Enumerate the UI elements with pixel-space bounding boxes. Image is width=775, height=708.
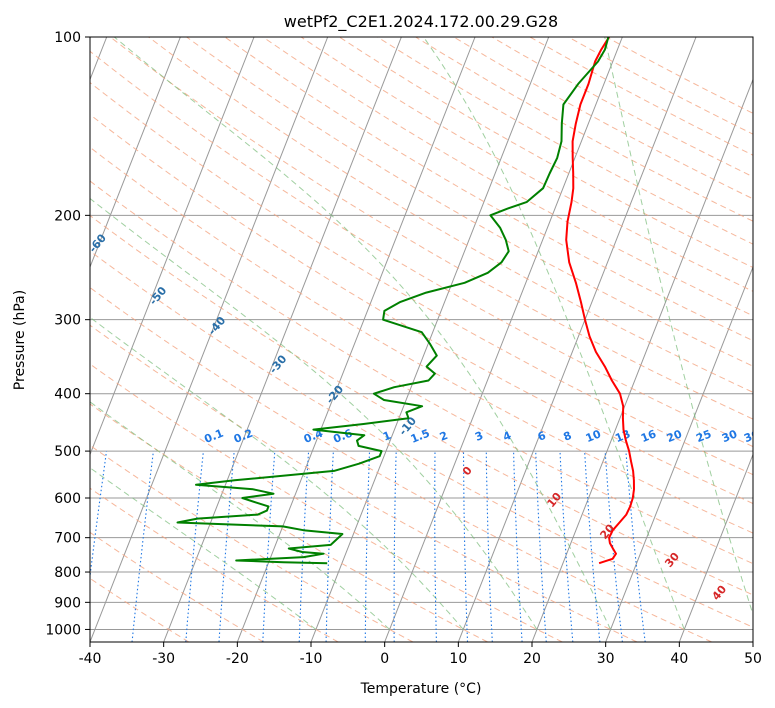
mixing-ratio-line — [559, 451, 574, 642]
isotherm-line — [90, 37, 181, 269]
y-tick-label: 600 — [54, 491, 81, 507]
mixing-ratio-label: 20 — [665, 427, 684, 445]
dry-adiabat — [90, 214, 753, 596]
mixing-ratio-label: 13 — [613, 427, 632, 445]
dry-adiabat — [339, 37, 753, 269]
mixing-ratio-line — [131, 451, 154, 642]
dry-adiabat — [90, 113, 753, 505]
mixing-ratio-label: 3 — [473, 429, 485, 444]
mixing-ratio-line — [90, 451, 108, 581]
dry-adiabat — [262, 37, 753, 317]
moist-adiabat — [113, 37, 612, 630]
mixing-ratio-line — [584, 451, 601, 642]
dry-adiabat — [90, 81, 753, 476]
x-tick-label: 30 — [597, 651, 615, 667]
y-axis-title: Pressure (hPa) — [12, 290, 28, 390]
x-tick-label: -40 — [79, 651, 102, 667]
x-tick-label: -20 — [226, 651, 249, 667]
y-tick-label: 1000 — [45, 622, 81, 638]
axes: -40 -30 -20 -10 0 10 20 30 40 50 1000 900 800 700 600 5… — [45, 30, 762, 667]
mixing-ratio-label: 10 — [584, 427, 603, 445]
dry-adiabat — [415, 37, 753, 222]
moist-adiabat — [423, 37, 685, 630]
dry-adiabat — [300, 37, 753, 292]
isotherm-line — [236, 37, 476, 642]
dry-adiabat — [90, 180, 753, 565]
dry-adiabat — [90, 50, 753, 448]
dry-adiabat — [529, 37, 753, 156]
plot-frame — [89, 36, 754, 643]
dry-adiabat-label: -70 — [16, 181, 39, 205]
mixing-ratio-label: 36 — [742, 427, 761, 445]
moist-adiabat — [604, 37, 753, 616]
background-lines — [90, 37, 753, 642]
dry-adiabat — [377, 37, 753, 245]
y-tick-label: 400 — [54, 387, 81, 403]
isotherm-line — [752, 640, 753, 642]
temperature-profile — [565, 37, 635, 565]
dry-adiabat — [90, 286, 712, 642]
mixing-ratio-label: 25 — [694, 427, 713, 445]
moist-adiabat — [90, 197, 538, 630]
mixing-ratio-line — [218, 451, 235, 642]
isotherm-line — [90, 37, 255, 456]
chart-title: wetPf2_C2E1.2024.172.00.29.G28 — [284, 12, 558, 32]
isotherm-line — [163, 37, 402, 642]
dry-adiabat — [148, 37, 753, 393]
isotherm-line — [384, 37, 623, 642]
x-tick-label: 10 — [449, 651, 467, 667]
y-tick-label: 200 — [54, 208, 81, 224]
mixing-ratio-label: 30 — [720, 427, 739, 445]
mixing-ratio-label: 2 — [438, 429, 450, 444]
x-tick-label: 20 — [523, 651, 541, 667]
isotherm-line — [605, 265, 753, 642]
y-tick-label: 300 — [54, 313, 81, 329]
y-tick-label: 500 — [54, 444, 81, 460]
y-tick-label: 100 — [54, 30, 81, 46]
isotherm-line — [531, 78, 753, 642]
isotherm-line — [678, 453, 753, 642]
mixing-ratio-label: 16 — [639, 427, 658, 445]
y-tick-label: 900 — [54, 595, 81, 611]
dry-adiabat — [90, 444, 414, 642]
moist-adiabat — [90, 316, 464, 630]
x-tick-label: 0 — [380, 651, 389, 667]
x-tick-label: 40 — [670, 651, 688, 667]
dewpoint-profile — [176, 37, 610, 565]
x-tick-label: -10 — [300, 651, 323, 667]
moist-adiabat — [90, 401, 390, 630]
mixing-ratio-line — [625, 451, 646, 642]
profiles — [176, 37, 635, 565]
mixing-ratio-label: 8 — [562, 429, 574, 444]
dry-adiabat — [90, 324, 638, 642]
x-axis-title: Temperature (°C) — [360, 681, 482, 697]
mixing-ratio-label: 1 — [381, 429, 393, 444]
dry-adiabat — [453, 37, 753, 200]
y-tick-label: 700 — [54, 531, 81, 547]
dry-adiabat — [224, 37, 753, 342]
x-tick-label: 50 — [744, 651, 762, 667]
dry-adiabat — [186, 37, 753, 367]
mixing-ratio-line — [604, 451, 623, 642]
x-tick-label: -30 — [152, 651, 175, 667]
dry-adiabat — [90, 250, 753, 628]
moist-adiabat — [90, 467, 317, 630]
y-tick-label: 800 — [54, 565, 81, 581]
mixing-ratio-line — [185, 451, 204, 642]
isotherm-line — [457, 37, 697, 642]
isotherm-line — [90, 37, 329, 642]
dry-adiabat — [90, 146, 753, 534]
dry-adiabat — [491, 37, 753, 178]
plot-background — [90, 37, 753, 642]
